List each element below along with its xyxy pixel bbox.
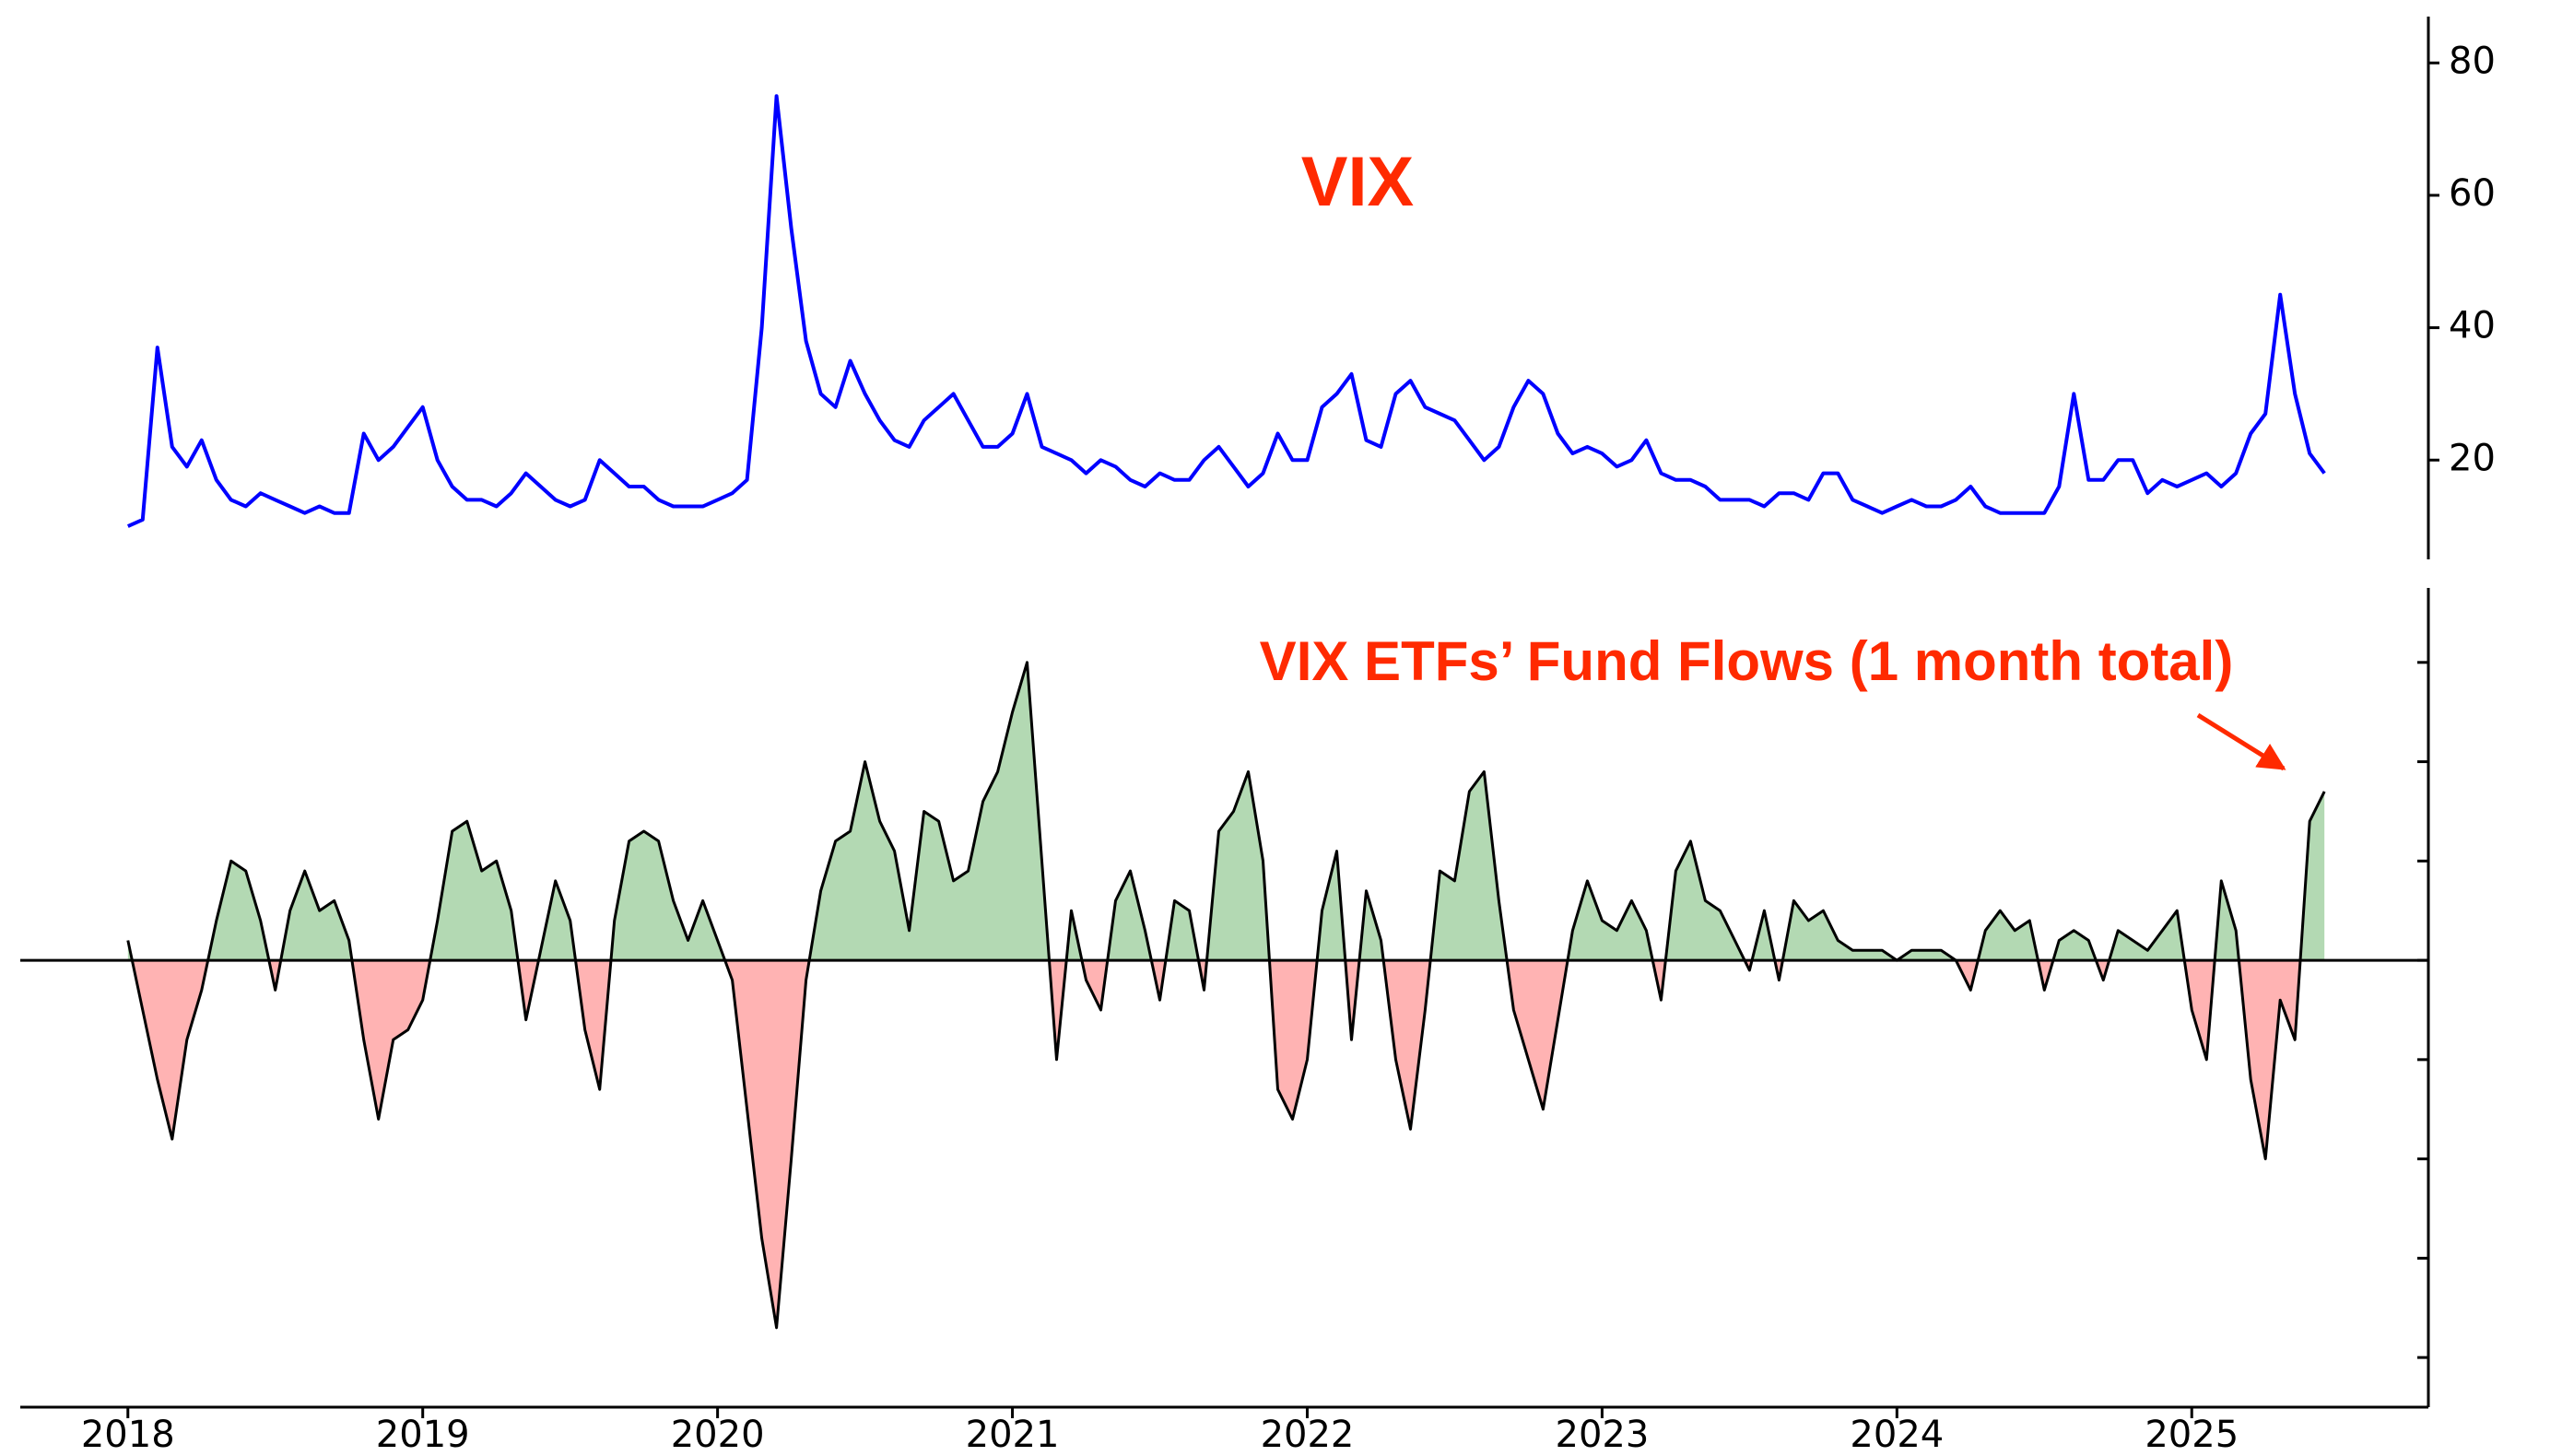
line: [126, 94, 2326, 528]
x-tick-label: 2018: [81, 1414, 175, 1456]
x-tick-label: 2020: [671, 1414, 765, 1456]
chart-title: VIX: [1301, 143, 1415, 221]
x-tick-label: 2024: [1850, 1414, 1944, 1456]
y-tick-label: 60: [2449, 172, 2496, 215]
annotation-arrow: [2196, 712, 2286, 771]
negative-area: [132, 960, 2301, 1328]
x-tick-label: 2019: [376, 1414, 470, 1456]
y-tick-label: 40: [2449, 305, 2496, 347]
x-tick-label: 2021: [966, 1414, 1060, 1456]
x-tick-label: 2025: [2145, 1414, 2239, 1456]
positive-area: [127, 662, 2325, 961]
x-tick-label: 2023: [1556, 1414, 1650, 1456]
line: [126, 661, 2326, 1330]
x-tick-label: 2022: [1261, 1414, 1355, 1456]
chart-title: VIX ETFs’ Fund Flows (1 month total): [1260, 630, 2234, 692]
y-tick-label: 80: [2449, 40, 2496, 82]
y-tick-label: 20: [2449, 437, 2496, 479]
